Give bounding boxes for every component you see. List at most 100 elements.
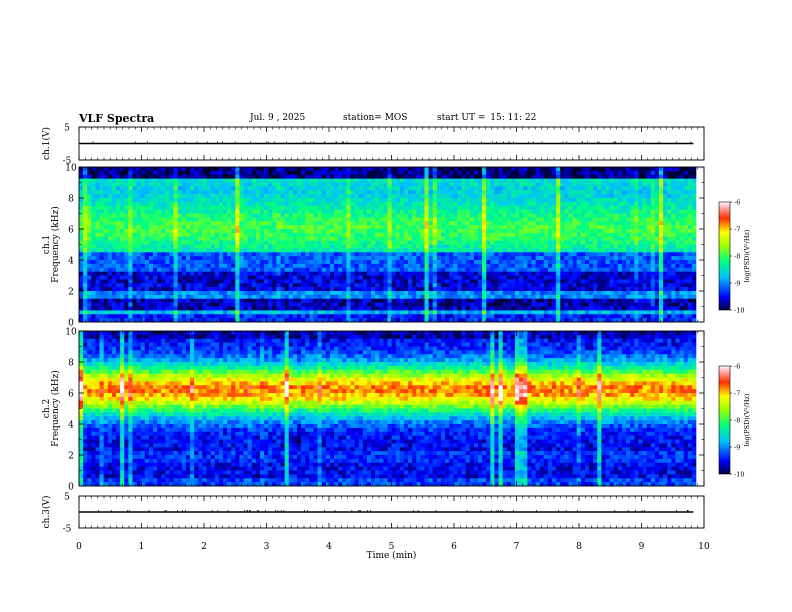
spectrogram-cell — [535, 256, 540, 261]
spectrogram-cell — [157, 225, 162, 230]
spectrogram-cell — [198, 170, 203, 176]
spectrogram-cell — [436, 232, 442, 238]
spectrogram-cell — [506, 217, 512, 222]
spectrogram-cell — [408, 279, 413, 284]
spectrogram-cell — [132, 306, 137, 311]
spectrogram-cell — [379, 190, 384, 195]
spectrogram-cell — [354, 198, 359, 203]
spectrogram-cell — [440, 198, 446, 203]
spectrogram-cell — [523, 267, 528, 272]
spectrogram-cell — [202, 263, 207, 269]
spectrogram-cell — [251, 194, 257, 199]
spectrogram-cell — [543, 267, 549, 272]
spectrogram-cell — [552, 267, 557, 272]
spectrogram-cell — [552, 205, 557, 210]
spectrogram-cell — [494, 260, 499, 265]
spectrogram-cell — [87, 174, 92, 179]
spectrogram-cell — [297, 236, 302, 241]
spectrogram-cell — [449, 260, 454, 265]
spectrogram-cell — [297, 221, 302, 226]
spectrogram-cell — [136, 263, 141, 269]
spectrogram-cell — [469, 232, 475, 238]
spectrogram-cell — [222, 314, 228, 319]
spectrogram-cell — [272, 294, 277, 300]
spectrogram-cell — [124, 217, 129, 222]
spectrogram-cell — [465, 244, 471, 249]
spectrogram-cell — [416, 178, 421, 183]
spectrogram-cell — [317, 318, 322, 323]
spectrogram-cell — [255, 178, 261, 183]
spectrogram-cell — [181, 194, 187, 199]
spectrogram-cell — [87, 302, 92, 307]
spectrogram-cell — [362, 260, 368, 265]
spectrogram-cell — [107, 260, 113, 265]
spectrogram-cell — [317, 217, 322, 222]
spectrogram-cell — [395, 310, 401, 315]
spectrogram-cell — [103, 302, 109, 307]
spectrogram-cell — [83, 252, 88, 257]
spectrogram-cell — [387, 205, 392, 210]
spectrogram-cell — [91, 229, 96, 234]
spectrogram-cell — [280, 306, 285, 311]
spectrogram-cell — [420, 232, 425, 238]
spectrogram-cell — [334, 167, 339, 172]
spectrogram-cell — [181, 283, 187, 288]
spectrogram-cell — [268, 298, 273, 303]
spectrogram-cell — [387, 186, 392, 191]
spectrogram-cell — [329, 256, 335, 261]
spectrogram-cell — [391, 221, 397, 226]
spectrogram-cell — [87, 283, 92, 288]
spectrogram-cell — [436, 283, 442, 288]
spectrogram-cell — [124, 194, 129, 199]
spectrogram-cell — [519, 256, 524, 261]
spectrogram-cell — [214, 298, 220, 303]
spectrogram-cell — [132, 271, 137, 276]
spectrogram-cell — [194, 310, 199, 315]
spectrogram-cell — [395, 314, 401, 319]
spectrogram-cell — [214, 178, 220, 183]
spectrogram-cell — [366, 178, 372, 183]
spectrogram-cell — [231, 244, 236, 249]
spectrogram-cell — [408, 225, 413, 230]
spectrogram-cell — [342, 201, 347, 207]
spectrogram-cell — [235, 178, 240, 183]
spectrogram-cell — [531, 283, 536, 288]
spectrogram-cell — [181, 229, 187, 234]
spectrogram-cell — [292, 318, 298, 323]
spectrogram-cell — [268, 314, 273, 319]
spectrogram-cell — [531, 291, 536, 296]
spectrogram-cell — [297, 279, 302, 284]
spectrogram-cell — [214, 271, 220, 276]
spectrogram-cell — [309, 178, 314, 183]
spectrogram-cell — [371, 256, 376, 261]
spectrogram-cell — [350, 205, 355, 210]
spectrogram-cell — [202, 314, 207, 319]
spectrogram-cell — [510, 271, 516, 276]
spectrogram-cell — [222, 167, 228, 172]
spectrogram-cell — [543, 221, 549, 226]
spectrogram-cell — [132, 170, 137, 176]
spectrogram-cell — [469, 167, 475, 172]
spectrogram-cell — [140, 225, 146, 230]
spectrogram-cell — [440, 178, 446, 183]
spectrogram-cell — [210, 306, 216, 311]
spectrogram-cell — [148, 252, 154, 257]
spectrogram-cell — [366, 275, 372, 280]
spectrogram-cell — [136, 178, 141, 183]
spectrogram-cell — [399, 252, 405, 257]
spectrogram-cell — [515, 298, 520, 303]
spectrogram-cell — [342, 225, 347, 230]
spectrogram-cell — [144, 310, 150, 315]
spectrogram-cell — [379, 298, 384, 303]
spectrogram-cell — [95, 221, 100, 226]
spectrogram-cell — [301, 221, 306, 226]
spectrogram-cell — [329, 260, 335, 265]
spectrogram-cell — [560, 201, 565, 207]
spectrogram-cell — [218, 267, 224, 272]
spectrogram-cell — [502, 279, 508, 284]
spectrogram-cell — [177, 267, 183, 272]
spectrogram-cell — [169, 178, 174, 183]
spectrogram-cell — [436, 260, 442, 265]
spectrogram-cell — [309, 170, 314, 176]
spectrogram-cell — [161, 240, 166, 245]
